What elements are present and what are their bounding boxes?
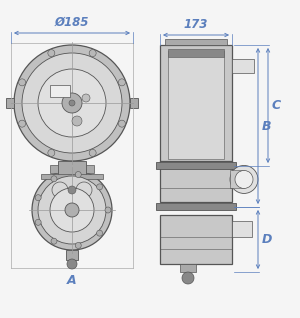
Bar xyxy=(58,161,86,175)
Circle shape xyxy=(76,182,92,198)
Circle shape xyxy=(72,116,82,126)
Bar xyxy=(160,215,232,264)
Bar xyxy=(160,161,232,202)
Bar xyxy=(232,221,252,237)
Circle shape xyxy=(182,272,194,284)
Circle shape xyxy=(75,171,81,177)
Circle shape xyxy=(82,94,90,102)
Bar xyxy=(41,174,103,179)
Text: Ø185: Ø185 xyxy=(55,16,89,29)
Circle shape xyxy=(89,50,96,57)
Circle shape xyxy=(62,93,82,113)
Bar xyxy=(41,202,103,207)
Bar xyxy=(6,98,14,108)
Text: C: C xyxy=(272,99,281,112)
Circle shape xyxy=(65,203,79,217)
Circle shape xyxy=(52,182,68,198)
Bar xyxy=(66,250,78,260)
Text: B: B xyxy=(262,120,272,133)
Bar xyxy=(168,51,224,159)
Circle shape xyxy=(35,219,41,225)
Circle shape xyxy=(50,188,94,232)
Circle shape xyxy=(97,230,103,236)
Circle shape xyxy=(19,120,26,127)
Circle shape xyxy=(67,259,77,269)
Text: A: A xyxy=(67,274,77,287)
Circle shape xyxy=(38,176,106,244)
Circle shape xyxy=(105,207,111,213)
Bar xyxy=(165,39,227,45)
Bar xyxy=(156,162,236,169)
Text: D: D xyxy=(262,233,272,246)
Bar xyxy=(168,49,224,57)
Bar xyxy=(86,165,94,173)
Bar xyxy=(56,205,88,217)
Bar xyxy=(50,165,58,173)
Circle shape xyxy=(118,79,125,86)
Circle shape xyxy=(97,184,103,190)
Circle shape xyxy=(35,195,41,201)
Circle shape xyxy=(230,165,258,193)
Bar xyxy=(50,85,70,97)
Bar xyxy=(232,59,254,73)
Bar xyxy=(130,98,138,108)
Circle shape xyxy=(75,242,81,248)
Circle shape xyxy=(48,149,55,156)
Circle shape xyxy=(38,69,106,137)
Bar xyxy=(180,264,196,272)
Circle shape xyxy=(69,100,75,106)
Bar xyxy=(230,170,244,189)
Circle shape xyxy=(51,238,57,244)
Circle shape xyxy=(89,149,96,156)
Circle shape xyxy=(68,186,76,194)
Circle shape xyxy=(118,120,125,127)
Circle shape xyxy=(22,53,122,153)
Circle shape xyxy=(14,45,130,161)
Text: 173: 173 xyxy=(184,18,208,31)
Circle shape xyxy=(235,170,253,189)
Circle shape xyxy=(51,176,57,182)
Bar xyxy=(156,203,236,210)
Circle shape xyxy=(48,50,55,57)
Bar xyxy=(47,175,97,205)
Circle shape xyxy=(19,79,26,86)
Bar xyxy=(160,45,232,165)
Circle shape xyxy=(32,170,112,250)
